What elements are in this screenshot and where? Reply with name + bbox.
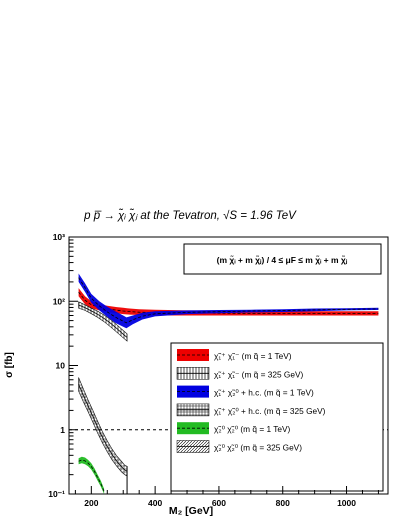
legend-label-4: χ̃₁⁺ χ̃₂⁰ + h.c. (m q̃ = 325 GeV) [214, 406, 326, 416]
legend: χ̃₁⁺ χ̃₁⁻ (m q̃ = 1 TeV) χ̃₁⁺ χ̃₁⁻ (m q̃ … [170, 342, 384, 492]
y-tick-label: 10³ [53, 232, 65, 242]
x-tick-label: 800 [276, 498, 290, 508]
series-line-3 [78, 277, 379, 324]
series-band-1 [78, 288, 379, 316]
legend-label-6: χ̃₂⁰ χ̃₂⁰ (m q̃ = 325 GeV) [214, 443, 302, 453]
x-tick-label: 1000 [337, 498, 356, 508]
series-band-2 [78, 301, 128, 342]
x-axis-label: M₂ [GeV] [169, 505, 213, 517]
y-axis-label: σ [fb] [4, 352, 15, 378]
mu-annotation: (m χ̃ᵢ + m χ̃ⱼ) / 4 ≤ μF ≤ m χ̃ᵢ + m χ̃ⱼ [183, 243, 382, 275]
x-tick-label: 400 [148, 498, 162, 508]
y-tick-label: 10² [53, 296, 65, 306]
y-tick-label: 10 [56, 361, 66, 371]
legend-label-1: χ̃₁⁺ χ̃₁⁻ (m q̃ = 1 TeV) [214, 351, 292, 361]
series-band-3 [78, 273, 379, 329]
x-tick-label: 200 [84, 498, 98, 508]
series-line-1 [78, 291, 379, 314]
legend-label-5: χ̃₂⁰ χ̃₂⁰ (m q̃ = 1 TeV) [214, 424, 291, 434]
legend-label-2: χ̃₁⁺ χ̃₁⁻ (m q̃ = 325 GeV) [214, 369, 303, 379]
series-line-4 [78, 384, 128, 472]
series-line-5 [78, 459, 105, 492]
series-line-2 [78, 304, 128, 338]
chart-title: p p̅ → χ̃ᵢ χ̃ⱼ at the Tevatron, √S = 1.9… [83, 209, 297, 222]
legend-label-3: χ̃₁⁺ χ̃₂⁰ + h.c. (m q̃ = 1 TeV) [214, 388, 314, 398]
annotation-box [183, 243, 382, 275]
y-tick-label: 1 [60, 425, 65, 435]
legend-box [170, 342, 384, 492]
x-tick-label: 600 [212, 498, 226, 508]
annotation-text: (m χ̃ᵢ + m χ̃ⱼ) / 4 ≤ μF ≤ m χ̃ᵢ + m χ̃ⱼ [217, 254, 348, 265]
y-tick-label: 10⁻¹ [48, 489, 65, 499]
